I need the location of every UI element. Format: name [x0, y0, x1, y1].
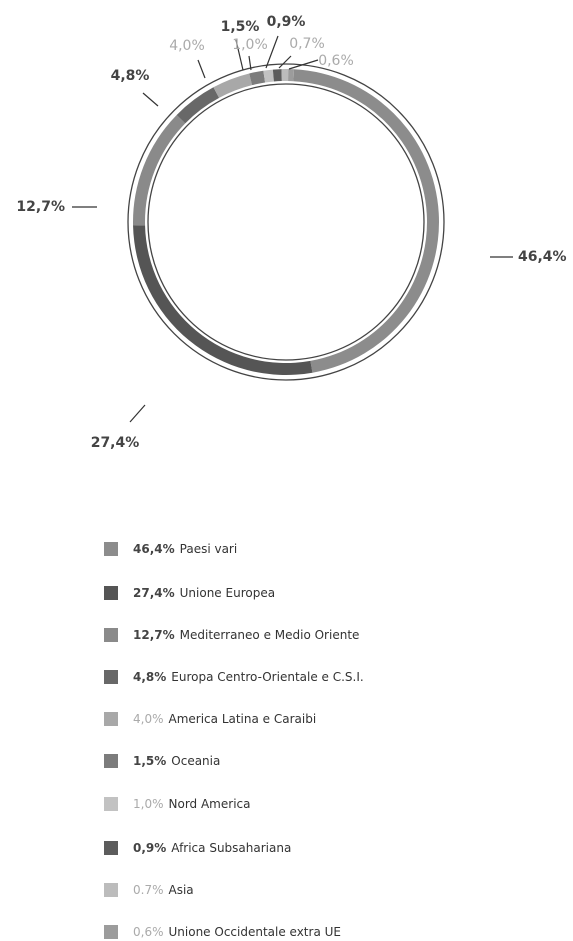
- value-label: 1,5%: [221, 19, 260, 35]
- leader-line: [129, 404, 146, 423]
- legend-name: Europa Centro-Orientale e C.S.I.: [171, 670, 363, 684]
- legend-swatch: [104, 628, 118, 642]
- donut-slice: [176, 87, 220, 124]
- inner-ring: [147, 83, 425, 361]
- legend-swatch: [104, 841, 118, 855]
- donut-slice: [249, 70, 266, 86]
- donut-slice: [213, 73, 253, 98]
- legend-value: 1,5%: [133, 754, 166, 768]
- legend-swatch: [104, 797, 118, 811]
- legend-name: Unione Occidentale extra UE: [169, 925, 341, 939]
- legend-swatch: [104, 542, 118, 556]
- legend-value: 12,7%: [133, 628, 175, 642]
- outer-ring: [127, 63, 445, 381]
- value-label: 0,6%: [318, 53, 354, 69]
- leader-line: [235, 39, 244, 71]
- legend-label: 12,7% Mediterraneo e Medio Oriente: [133, 628, 359, 642]
- legend-value: 0.7%: [133, 883, 164, 897]
- legend-label: 1,0% Nord America: [133, 797, 250, 811]
- leader-line: [248, 55, 252, 71]
- value-label: 4,0%: [169, 38, 205, 54]
- value-label: 4,8%: [111, 68, 150, 84]
- legend-swatch: [104, 925, 118, 939]
- legend-label: 0,6% Unione Occidentale extra UE: [133, 925, 341, 939]
- value-label: 46,4%: [518, 249, 567, 265]
- legend-name: Nord America: [169, 797, 251, 811]
- legend-label: 0.7% Asia: [133, 883, 194, 897]
- leader-line: [288, 59, 319, 70]
- value-label: 27,4%: [91, 435, 140, 451]
- value-label: 0,9%: [267, 14, 306, 30]
- value-label: 1,0%: [232, 37, 268, 53]
- donut-slice: [281, 69, 289, 82]
- legend-label: 4,0% America Latina e Caraibi: [133, 712, 316, 726]
- legend-name: Paesi vari: [180, 542, 238, 556]
- legend-label: 1,5% Oceania: [133, 754, 220, 768]
- legend-name: America Latina e Caraibi: [169, 712, 317, 726]
- legend-name: Asia: [169, 883, 194, 897]
- legend-label: 46,4% Paesi vari: [133, 542, 237, 556]
- donut-slice: [288, 69, 295, 82]
- legend-swatch: [104, 754, 118, 768]
- legend-swatch: [104, 586, 118, 600]
- legend-name: Unione Europea: [180, 586, 275, 600]
- legend-name: Oceania: [171, 754, 220, 768]
- leader-line: [142, 92, 159, 107]
- donut-slice: [133, 114, 186, 226]
- value-label: 12,7%: [16, 199, 65, 215]
- donut-slice: [263, 69, 274, 83]
- legend-value: 46,4%: [133, 542, 175, 556]
- leader-line: [265, 35, 279, 69]
- donut-slice: [272, 69, 282, 82]
- legend-name: Mediterraneo e Medio Oriente: [180, 628, 360, 642]
- legend-name: Africa Subsahariana: [171, 841, 291, 855]
- legend-label: 4,8% Europa Centro-Orientale e C.S.I.: [133, 670, 364, 684]
- legend-swatch: [104, 883, 118, 897]
- legend-value: 4,8%: [133, 670, 166, 684]
- legend-label: 0,9% Africa Subsahariana: [133, 841, 291, 855]
- legend-value: 27,4%: [133, 586, 175, 600]
- legend-swatch: [104, 712, 118, 726]
- legend-value: 0,6%: [133, 925, 164, 939]
- legend-value: 1,0%: [133, 797, 164, 811]
- legend-value: 0,9%: [133, 841, 166, 855]
- legend-label: 27,4% Unione Europea: [133, 586, 275, 600]
- value-label: 0,7%: [289, 36, 325, 52]
- legend-value: 4,0%: [133, 712, 164, 726]
- legend-swatch: [104, 670, 118, 684]
- leader-line: [278, 55, 292, 69]
- leader-line: [197, 59, 206, 79]
